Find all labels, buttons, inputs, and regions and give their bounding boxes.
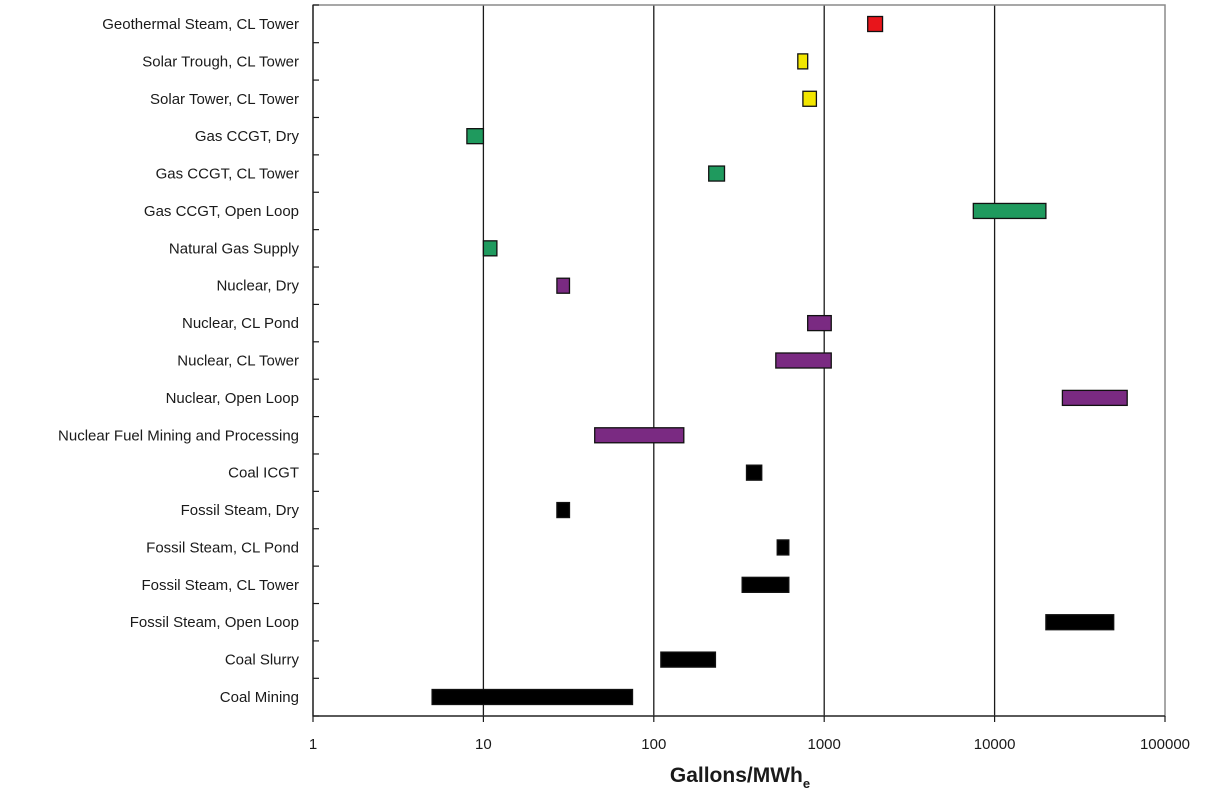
x-tick-label-100: 100	[641, 736, 666, 753]
x-tick-label-100000: 100000	[1140, 736, 1190, 753]
range-bars	[431, 15, 1128, 706]
category-label: Fossil Steam, Open Loop	[130, 614, 299, 631]
category-label: Solar Tower, CL Tower	[150, 91, 299, 108]
y-axis-ticks	[312, 4, 319, 717]
category-label: Geothermal Steam, CL Tower	[102, 16, 299, 33]
range-bar-coal	[660, 651, 717, 668]
category-label: Nuclear Fuel Mining and Processing	[58, 427, 299, 444]
x-tick-label-10: 10	[475, 736, 492, 753]
category-label: Nuclear, CL Tower	[177, 353, 299, 370]
category-label: Nuclear, Open Loop	[166, 390, 299, 407]
range-bar-coal	[741, 576, 790, 593]
category-label: Nuclear, CL Pond	[182, 315, 299, 332]
x-tick-label-10000: 10000	[974, 736, 1016, 753]
range-bar-solar	[797, 53, 809, 70]
range-bar-gas	[972, 202, 1047, 220]
range-bar-geothermal	[867, 15, 884, 33]
range-bar-gas	[482, 240, 498, 257]
category-label: Gas CCGT, Open Loop	[144, 203, 299, 220]
category-label: Natural Gas Supply	[169, 240, 300, 257]
range-bar-gas	[708, 165, 726, 182]
x-tick-label-1: 1	[309, 736, 317, 753]
range-bar-nuclear	[556, 277, 571, 294]
category-labels: Geothermal Steam, CL Tower Solar Trough, …	[58, 16, 299, 706]
range-bar-nuclear	[775, 352, 832, 369]
range-bar-coal	[776, 539, 790, 556]
range-bar-nuclear	[807, 314, 832, 332]
category-label: Coal Slurry	[225, 652, 300, 669]
range-bar-nuclear	[1061, 389, 1128, 407]
plot-area-frame	[312, 4, 1166, 717]
category-label: Solar Trough, CL Tower	[142, 53, 299, 70]
x-axis-title: Gallons/MWhe	[670, 764, 810, 791]
x-axis-ticks	[312, 715, 1166, 722]
category-label: Coal ICGT	[228, 465, 299, 482]
range-bar-coal	[745, 464, 763, 481]
category-label: Gas CCGT, Dry	[195, 128, 300, 145]
range-bar-coal	[556, 501, 571, 519]
gridlines	[482, 5, 996, 716]
range-bar-coal	[431, 688, 634, 706]
x-axis-title-subscript: e	[803, 776, 810, 791]
category-label: Gas CCGT, CL Tower	[156, 166, 299, 183]
range-bar-coal	[1045, 614, 1115, 631]
category-label: Fossil Steam, Dry	[181, 502, 300, 519]
category-label: Coal Mining	[220, 689, 299, 706]
x-axis-title-main: Gallons/MWh	[670, 764, 803, 787]
range-bar-solar	[802, 90, 818, 107]
category-label: Fossil Steam, CL Pond	[146, 539, 299, 556]
range-bar-nuclear	[594, 427, 685, 444]
category-label: Fossil Steam, CL Tower	[141, 577, 299, 594]
category-label: Nuclear, Dry	[216, 278, 299, 295]
x-tick-label-1000: 1000	[808, 736, 841, 753]
x-tick-labels: 1 10 100 1000 10000 100000	[309, 736, 1190, 753]
range-bar-gas	[466, 128, 485, 145]
